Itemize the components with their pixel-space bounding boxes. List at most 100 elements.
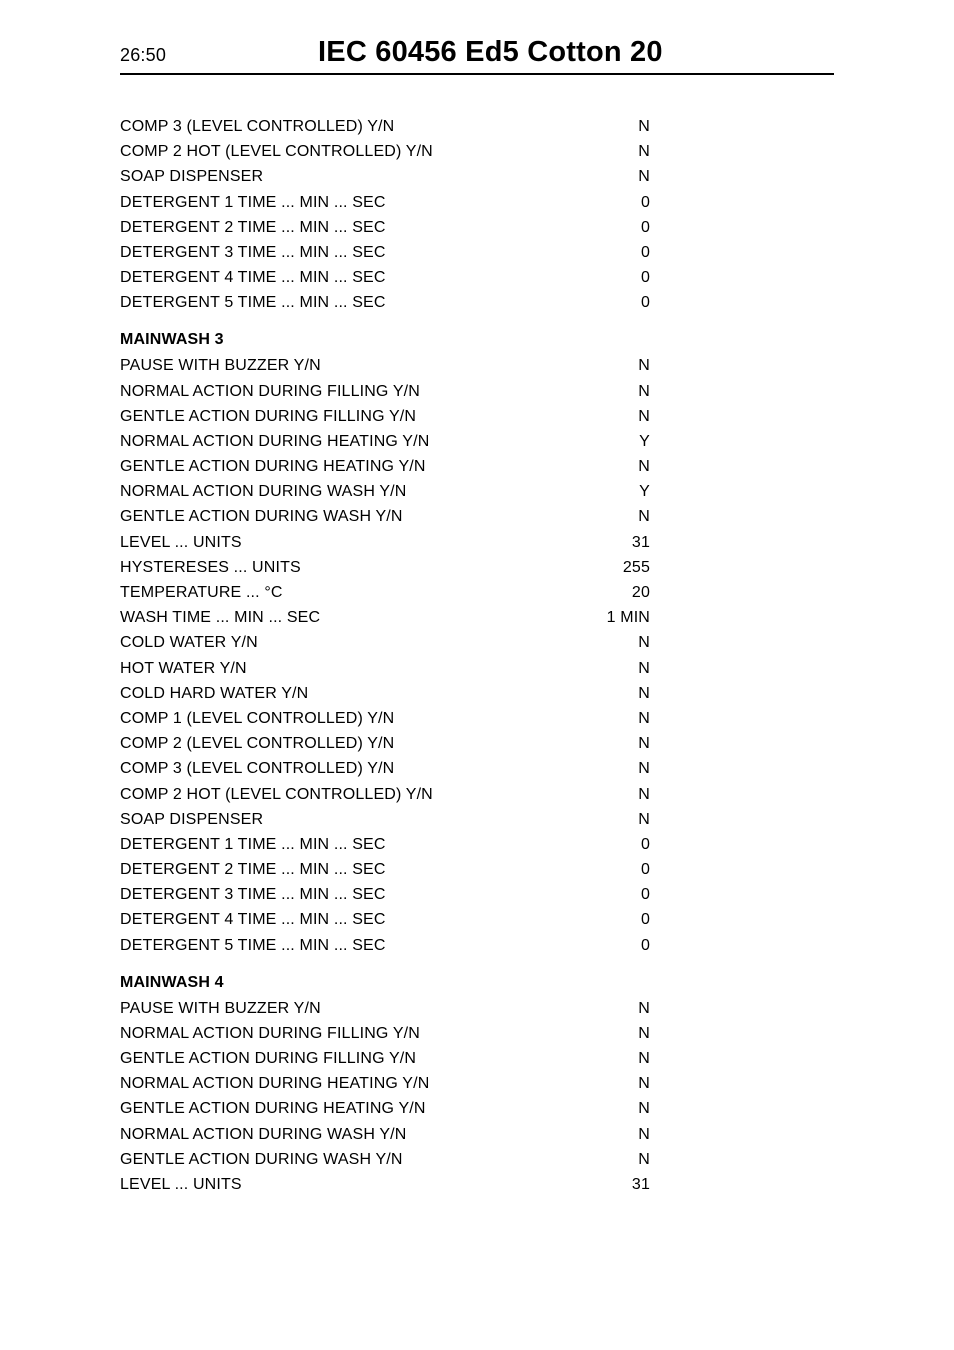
parameter-row: WASH TIME ... MIN ... SEC 1 MIN — [120, 610, 650, 626]
parameter-value: N — [580, 119, 650, 135]
parameter-label: COMP 2 (LEVEL CONTROLLED) Y/N — [120, 736, 394, 752]
parameter-label: COMP 1 (LEVEL CONTROLLED) Y/N — [120, 711, 394, 727]
parameter-label: DETERGENT 5 TIME ... MIN ... SEC — [120, 938, 386, 954]
parameter-row: NORMAL ACTION DURING WASH Y/NN — [120, 1127, 650, 1143]
parameter-value: 0 — [580, 862, 650, 878]
parameter-label: COMP 2 HOT (LEVEL CONTROLLED) Y/N — [120, 144, 433, 160]
parameter-value: 0 — [580, 295, 650, 311]
parameter-label: PAUSE WITH BUZZER Y/N — [120, 358, 321, 374]
parameter-label: DETERGENT 3 TIME ... MIN ... SEC — [120, 887, 386, 903]
page-header: 26:50 IEC 60456 Ed5 Cotton 20 — [120, 36, 834, 75]
parameter-value: 0 — [580, 195, 650, 211]
parameter-value: N — [580, 761, 650, 777]
parameter-row: DETERGENT 4 TIME ... MIN ... SEC 0 — [120, 270, 650, 286]
parameter-row: PAUSE WITH BUZZER Y/N N — [120, 1001, 650, 1017]
section-heading: MAINWASH 4 — [120, 974, 650, 992]
parameter-value: N — [580, 1101, 650, 1117]
parameter-value: 0 — [580, 837, 650, 853]
parameter-value: 0 — [580, 220, 650, 236]
parameter-value: N — [580, 686, 650, 702]
parameter-value: N — [580, 711, 650, 727]
parameter-value: N — [580, 384, 650, 400]
parameter-label: COMP 3 (LEVEL CONTROLLED) Y/N — [120, 119, 394, 135]
parameter-label: COMP 2 HOT (LEVEL CONTROLLED) Y/N — [120, 787, 433, 803]
section-heading: MAINWASH 3 — [120, 331, 650, 349]
parameter-row: DETERGENT 3 TIME ... MIN ... SEC 0 — [120, 887, 650, 903]
parameter-row: DETERGENT 2 TIME ... MIN ... SEC 0 — [120, 862, 650, 878]
parameter-value: N — [580, 1001, 650, 1017]
parameter-row: DETERGENT 1 TIME ... MIN ... SEC0 — [120, 195, 650, 211]
page-title: IEC 60456 Ed5 Cotton 20 — [318, 36, 663, 69]
parameter-row: LEVEL ... UNITS 31 — [120, 535, 650, 551]
parameter-label: LEVEL ... UNITS — [120, 1177, 242, 1193]
parameter-label: COMP 3 (LEVEL CONTROLLED) Y/N — [120, 761, 394, 777]
parameter-label: GENTLE ACTION DURING FILLING Y/N — [120, 1051, 416, 1067]
parameter-value: Y — [580, 434, 650, 450]
parameter-value: N — [580, 409, 650, 425]
parameter-row: GENTLE ACTION DURING HEATING Y/N N — [120, 1101, 650, 1117]
parameter-label: HOT WATER Y/N — [120, 661, 247, 677]
parameter-row: GENTLE ACTION DURING WASH Y/N N — [120, 1152, 650, 1168]
parameter-value: N — [580, 736, 650, 752]
parameter-row: GENTLE ACTION DURING FILLING Y/NN — [120, 409, 650, 425]
parameter-value: 31 — [580, 535, 650, 551]
parameter-label: PAUSE WITH BUZZER Y/N — [120, 1001, 321, 1017]
parameter-value: N — [580, 1152, 650, 1168]
parameter-value: N — [580, 459, 650, 475]
parameter-row: GENTLE ACTION DURING FILLING Y/N N — [120, 1051, 650, 1067]
parameter-label: TEMPERATURE ... °C — [120, 585, 283, 601]
parameter-row: TEMPERATURE ... °C 20 — [120, 585, 650, 601]
parameter-label: NORMAL ACTION DURING HEATING Y/N — [120, 1076, 429, 1092]
parameter-value: 20 — [580, 585, 650, 601]
parameter-row: COMP 2 (LEVEL CONTROLLED) Y/N N — [120, 736, 650, 752]
parameter-value: 0 — [580, 912, 650, 928]
parameter-label: COLD WATER Y/N — [120, 635, 258, 651]
parameter-value: 0 — [580, 887, 650, 903]
parameter-value: N — [580, 169, 650, 185]
parameter-row: COMP 2 HOT (LEVEL CONTROLLED) Y/NN — [120, 787, 650, 803]
parameter-value: N — [580, 1076, 650, 1092]
parameter-label: DETERGENT 4 TIME ... MIN ... SEC — [120, 270, 386, 286]
parameter-value: 1 MIN — [580, 610, 650, 626]
parameter-label: GENTLE ACTION DURING WASH Y/N — [120, 1152, 403, 1168]
parameter-label: HYSTERESES ... UNITS — [120, 560, 301, 576]
parameter-value: N — [580, 661, 650, 677]
parameter-label: DETERGENT 2 TIME ... MIN ... SEC — [120, 862, 386, 878]
parameter-label: LEVEL ... UNITS — [120, 535, 242, 551]
parameter-label: SOAP DISPENSER — [120, 812, 263, 828]
parameter-row: DETERGENT 1 TIME ... MIN ... SEC 0 — [120, 837, 650, 853]
parameter-label: DETERGENT 4 TIME ... MIN ... SEC — [120, 912, 386, 928]
parameter-value: Y — [580, 484, 650, 500]
parameter-value: N — [580, 1127, 650, 1143]
parameter-row: GENTLE ACTION DURING HEATING Y/NN — [120, 459, 650, 475]
parameter-label: COLD HARD WATER Y/N — [120, 686, 308, 702]
header-timestamp: 26:50 — [120, 45, 166, 66]
parameter-label: NORMAL ACTION DURING WASH Y/N — [120, 484, 406, 500]
parameter-label: SOAP DISPENSER — [120, 169, 263, 185]
parameter-row: DETERGENT 4 TIME ... MIN ... SEC 0 — [120, 912, 650, 928]
parameter-row: DETERGENT 3 TIME ... MIN ... SEC0 — [120, 245, 650, 261]
parameter-row: LEVEL ... UNITS31 — [120, 1177, 650, 1193]
parameter-row: COLD WATER Y/N N — [120, 635, 650, 651]
parameter-label: GENTLE ACTION DURING HEATING Y/N — [120, 1101, 426, 1117]
parameter-row: GENTLE ACTION DURING WASH Y/NN — [120, 509, 650, 525]
parameter-row: HOT WATER Y/N N — [120, 661, 650, 677]
parameter-row: COMP 1 (LEVEL CONTROLLED) Y/N N — [120, 711, 650, 727]
parameter-row: SOAP DISPENSER N — [120, 169, 650, 185]
parameter-label: DETERGENT 3 TIME ... MIN ... SEC — [120, 245, 386, 261]
parameter-value: N — [580, 1051, 650, 1067]
parameter-value: 0 — [580, 938, 650, 954]
parameter-row: NORMAL ACTION DURING FILLING Y/NN — [120, 1026, 650, 1042]
parameter-value: N — [580, 358, 650, 374]
parameter-row: COLD HARD WATER Y/N N — [120, 686, 650, 702]
parameter-value: 0 — [580, 270, 650, 286]
parameter-row: COMP 3 (LEVEL CONTROLLED) Y/N N — [120, 119, 650, 135]
parameter-row: PAUSE WITH BUZZER Y/N N — [120, 358, 650, 374]
parameter-list: COMP 3 (LEVEL CONTROLLED) Y/N N COMP 2 HOT… — [120, 119, 650, 1193]
parameter-label: DETERGENT 1 TIME ... MIN ... SEC — [120, 837, 386, 853]
parameter-value: 255 — [580, 560, 650, 576]
parameter-label: WASH TIME ... MIN ... SEC — [120, 610, 320, 626]
parameter-value: N — [580, 635, 650, 651]
parameter-label: NORMAL ACTION DURING HEATING Y/N — [120, 434, 429, 450]
parameter-value: N — [580, 812, 650, 828]
